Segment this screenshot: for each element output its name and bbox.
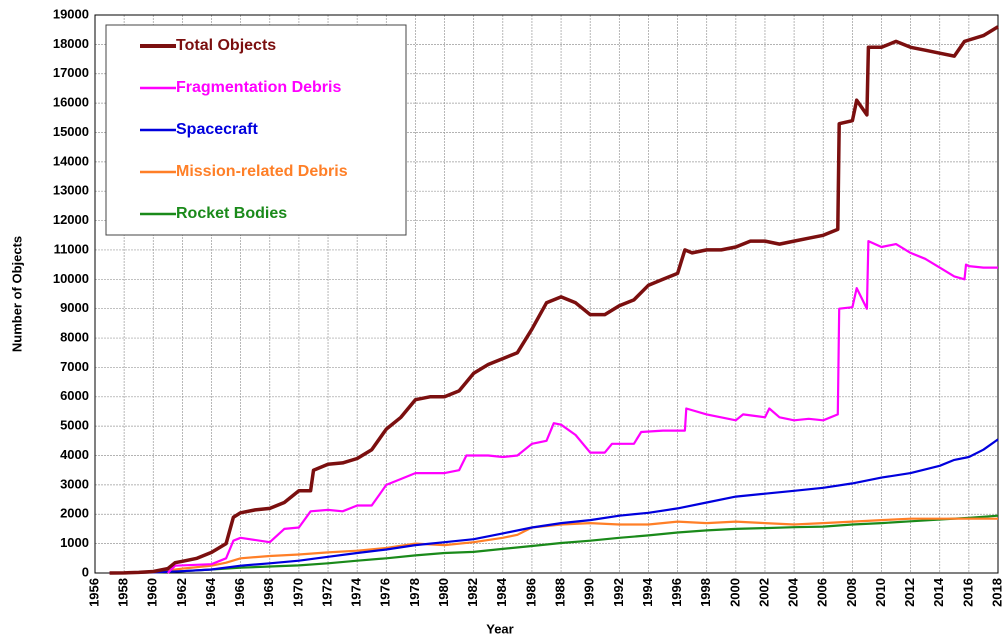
y-tick-label: 5000	[60, 418, 89, 433]
x-tick-label: 2008	[844, 578, 859, 607]
x-tick-label: 2016	[960, 578, 975, 607]
y-tick-label: 8000	[60, 329, 89, 344]
data-line	[167, 240, 998, 574]
legend-label: Rocket Bodies	[176, 205, 287, 222]
y-tick-label: 6000	[60, 388, 89, 403]
x-tick-label: 1958	[116, 578, 131, 607]
x-tick-label: 1970	[290, 578, 305, 607]
y-tick-label: 12000	[53, 212, 89, 227]
y-tick-label: 9000	[60, 300, 89, 315]
plot-border	[94, 14, 999, 574]
legend-label: Fragmentation Debris	[176, 79, 341, 96]
x-tick-label: 2002	[756, 578, 771, 607]
data-line	[109, 514, 999, 575]
x-tick-label: 1976	[378, 578, 393, 607]
y-tick-label: 3000	[60, 476, 89, 491]
x-tick-label: 2018	[989, 578, 1003, 607]
x-tick-label: 1984	[494, 577, 509, 607]
x-tick-label: 1988	[553, 578, 568, 607]
x-tick-label: 2000	[727, 578, 742, 607]
x-tick-label: 2004	[786, 577, 801, 607]
x-axis-label: Year	[486, 621, 513, 636]
x-tick-label: 1972	[319, 578, 334, 607]
y-tick-label: 18000	[53, 36, 89, 51]
y-tick-label: 2000	[60, 506, 89, 521]
x-tick-label: 1964	[203, 577, 218, 607]
legend-label: Spacecraft	[176, 121, 258, 138]
x-tick-label: 1990	[582, 578, 597, 607]
x-tick-label: 1962	[174, 578, 189, 607]
x-tick-label: 2012	[902, 578, 917, 607]
x-tick-label: 1968	[261, 578, 276, 607]
x-tick-label: 1960	[145, 578, 160, 607]
legend-label: Total Objects	[176, 37, 276, 54]
x-tick-label: 1966	[232, 578, 247, 607]
x-tick-label: 1996	[669, 578, 684, 607]
x-tick-label: 2014	[931, 577, 946, 607]
y-tick-label: 0	[82, 564, 89, 579]
legend: Total Objects Fragmentation Debris Spacecr…	[105, 24, 407, 236]
x-tick-label: 1994	[640, 577, 655, 607]
x-tick-label: 1992	[611, 578, 626, 607]
x-tick-label: 1980	[436, 578, 451, 607]
x-tick-label: 2010	[873, 578, 888, 607]
y-tick-label: 17000	[53, 65, 89, 80]
y-axis-label: Number of Objects	[9, 236, 24, 352]
y-tick-label: 14000	[53, 153, 89, 168]
x-tick-label: 1986	[523, 578, 538, 607]
y-tick-label: 1000	[60, 535, 89, 550]
y-tick-label: 13000	[53, 183, 89, 198]
x-tick-label: 1998	[698, 578, 713, 607]
y-tick-label: 7000	[60, 359, 89, 374]
data-line	[109, 25, 999, 575]
x-tick-label: 1978	[407, 578, 422, 607]
y-tick-label: 10000	[53, 271, 89, 286]
data-line	[109, 438, 999, 575]
y-tick-label: 16000	[53, 95, 89, 110]
y-tick-label: 15000	[53, 124, 89, 139]
x-tick-label: 1956	[86, 578, 101, 607]
y-tick-label: 11000	[54, 241, 89, 256]
legend-label: Mission-related Debris	[176, 163, 348, 180]
x-tick-label: 1974	[349, 577, 364, 607]
y-tick-label: 19000	[53, 6, 89, 21]
y-tick-label: 4000	[60, 447, 89, 462]
x-tick-label: 1982	[465, 578, 480, 607]
x-tick-label: 2006	[815, 578, 830, 607]
